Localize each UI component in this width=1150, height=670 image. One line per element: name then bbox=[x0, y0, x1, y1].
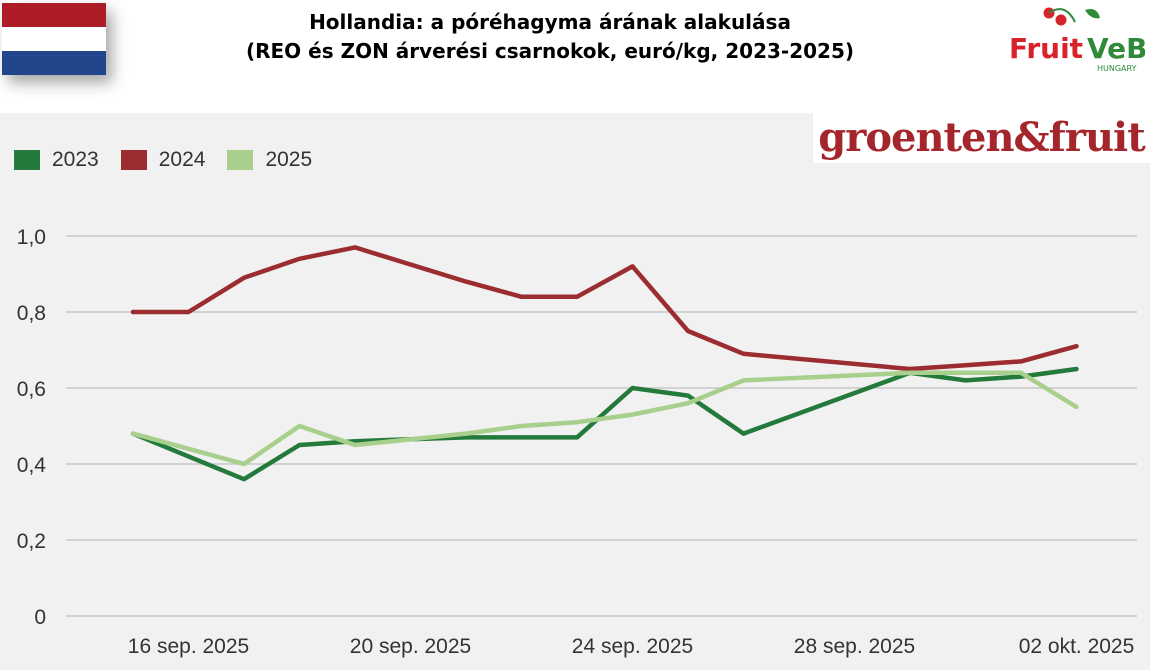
series-line-2024 bbox=[130, 245, 1079, 372]
legend-label: 2024 bbox=[158, 148, 206, 171]
flag-white-stripe bbox=[2, 27, 106, 51]
legend-swatch bbox=[120, 150, 147, 170]
chart-legend: 2023 2024 2025 bbox=[14, 148, 312, 172]
x-tick-label: 24 sep. 2025 bbox=[572, 635, 693, 658]
chart-panel bbox=[0, 113, 1150, 670]
y-tick-label: 0,2 bbox=[17, 530, 46, 553]
y-tick-label: 0,6 bbox=[17, 378, 46, 401]
svg-text:Fruit: Fruit bbox=[1009, 32, 1083, 65]
svg-text:HUNGARY: HUNGARY bbox=[1097, 64, 1137, 73]
legend-item-2025: 2025 bbox=[227, 148, 312, 172]
series-line-2025 bbox=[130, 370, 1079, 467]
legend-swatch bbox=[14, 150, 40, 170]
chart-title: Hollandia: a póréhagyma árának alakulása bbox=[309, 10, 791, 34]
legend-label: 2023 bbox=[52, 148, 99, 171]
fruitveb-logo: Fruit VeB HUNGARY bbox=[1009, 7, 1145, 73]
x-tick-label: 20 sep. 2025 bbox=[350, 635, 471, 658]
x-tick-label: 28 sep. 2025 bbox=[794, 635, 915, 658]
legend-item-2023: 2023 bbox=[14, 148, 99, 172]
groenten-fruit-logo: groenten&fruit bbox=[813, 113, 1150, 163]
x-tick-label: 02 okt. 2025 bbox=[1019, 635, 1135, 658]
netherlands-flag-icon bbox=[2, 3, 106, 75]
y-tick-label: 0,4 bbox=[17, 454, 47, 477]
legend-swatch bbox=[227, 150, 254, 170]
legend-label: 2025 bbox=[265, 148, 313, 171]
svg-text:VeB: VeB bbox=[1087, 32, 1145, 65]
y-tick-label: 1,0 bbox=[17, 226, 46, 249]
flag-blue-stripe bbox=[2, 51, 106, 75]
chart-subtitle: (REO és ZON árverési csarnokok, euró/kg,… bbox=[245, 39, 855, 63]
flag-red-stripe bbox=[2, 3, 106, 27]
y-tick-label: 0 bbox=[34, 606, 46, 629]
y-tick-label: 0,8 bbox=[17, 302, 46, 325]
series-line-2023 bbox=[130, 366, 1079, 482]
x-tick-label: 16 sep. 2025 bbox=[128, 635, 249, 658]
chart-title-block: Hollandia: a póréhagyma árának alakulása… bbox=[230, 8, 870, 66]
legend-item-2024: 2024 bbox=[120, 148, 206, 172]
